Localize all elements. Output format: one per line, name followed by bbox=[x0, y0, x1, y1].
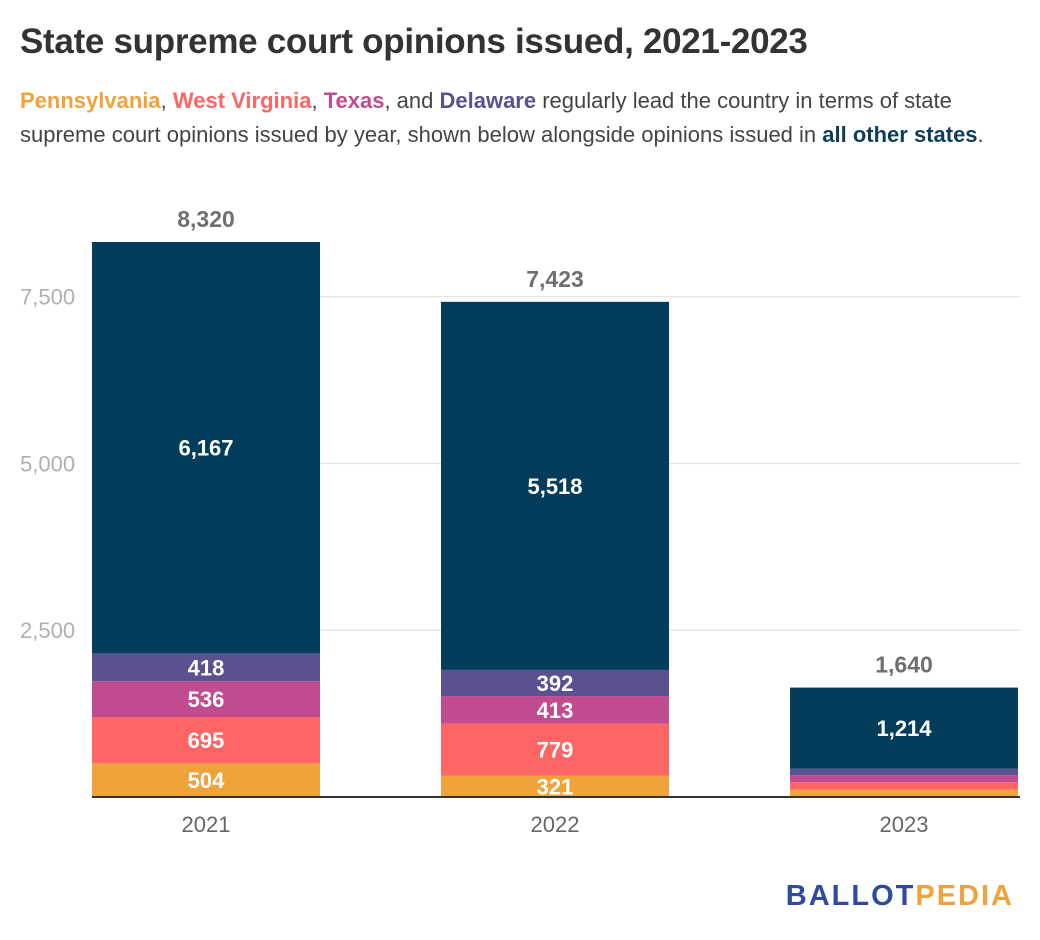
bar-segment bbox=[92, 763, 320, 797]
subtitle-text: . bbox=[977, 122, 984, 147]
ballotpedia-logo: BALLOTPEDIA bbox=[786, 880, 1014, 913]
subtitle-highlight: Texas bbox=[323, 88, 385, 113]
segment-value-label: 418 bbox=[188, 655, 225, 680]
bar-segment bbox=[92, 681, 320, 718]
total-value-label: 1,640 bbox=[875, 652, 933, 678]
subtitle-text: regularly lead the country in terms of s… bbox=[20, 88, 952, 147]
segment-value-label: 695 bbox=[188, 728, 225, 753]
chart-title: State supreme court opinions issued, 202… bbox=[20, 22, 808, 61]
subtitle-highlight: West Virginia bbox=[172, 88, 312, 113]
chart-subtitle: Pennsylvania, West Virginia, Texas, and … bbox=[20, 84, 1020, 152]
brand-part-1: BALLOT bbox=[785, 880, 916, 912]
bar-segment bbox=[441, 775, 669, 797]
segment-value-label: 6,167 bbox=[178, 436, 233, 461]
segment-value-label: 321 bbox=[537, 774, 574, 799]
segment-value-label: 413 bbox=[537, 698, 574, 723]
segment-value-label: 392 bbox=[537, 671, 574, 696]
x-tick-label: 2023 bbox=[880, 812, 929, 837]
y-tick-label: 7,500 bbox=[20, 285, 75, 310]
subtitle-highlight: Pennsylvania bbox=[20, 88, 161, 113]
y-tick-label: 2,500 bbox=[20, 618, 75, 643]
total-value-label: 8,320 bbox=[177, 206, 235, 232]
bar-segment bbox=[92, 653, 320, 682]
bar-segment bbox=[441, 696, 669, 724]
x-tick-label: 2022 bbox=[531, 812, 580, 837]
subtitle-text: , bbox=[311, 88, 324, 113]
bar-segment bbox=[441, 723, 669, 776]
bar-segment bbox=[441, 301, 669, 670]
subtitle-highlight: all other states bbox=[822, 122, 978, 147]
segment-value-label: 5,518 bbox=[527, 474, 582, 499]
total-value-label: 7,423 bbox=[526, 266, 584, 292]
segment-value-label: 1,214 bbox=[876, 716, 932, 741]
segment-value-label: 536 bbox=[188, 687, 225, 712]
subtitle-highlight: Delaware bbox=[439, 88, 537, 113]
segment-value-label: 779 bbox=[537, 738, 574, 763]
bar-segment bbox=[441, 669, 669, 697]
bar-segment bbox=[790, 782, 1018, 790]
segment-value-label: 504 bbox=[188, 768, 225, 793]
stacked-bar-chart: 2,500 5,000 7,500 504 695 536 418 6,167 8,320 202… bbox=[20, 206, 1020, 837]
subtitle-text: , bbox=[160, 88, 173, 113]
x-tick-label: 2021 bbox=[182, 812, 231, 837]
y-tick-label: 5,000 bbox=[20, 451, 75, 476]
bar-segment bbox=[92, 717, 320, 764]
bar-segment bbox=[790, 775, 1018, 783]
bar-segment bbox=[92, 242, 320, 654]
bar-segment bbox=[790, 687, 1018, 769]
bar-segment bbox=[790, 789, 1018, 797]
brand-part-2: PEDIA bbox=[915, 880, 1014, 912]
subtitle-text: , and bbox=[384, 88, 440, 113]
bar-segment bbox=[790, 768, 1018, 776]
